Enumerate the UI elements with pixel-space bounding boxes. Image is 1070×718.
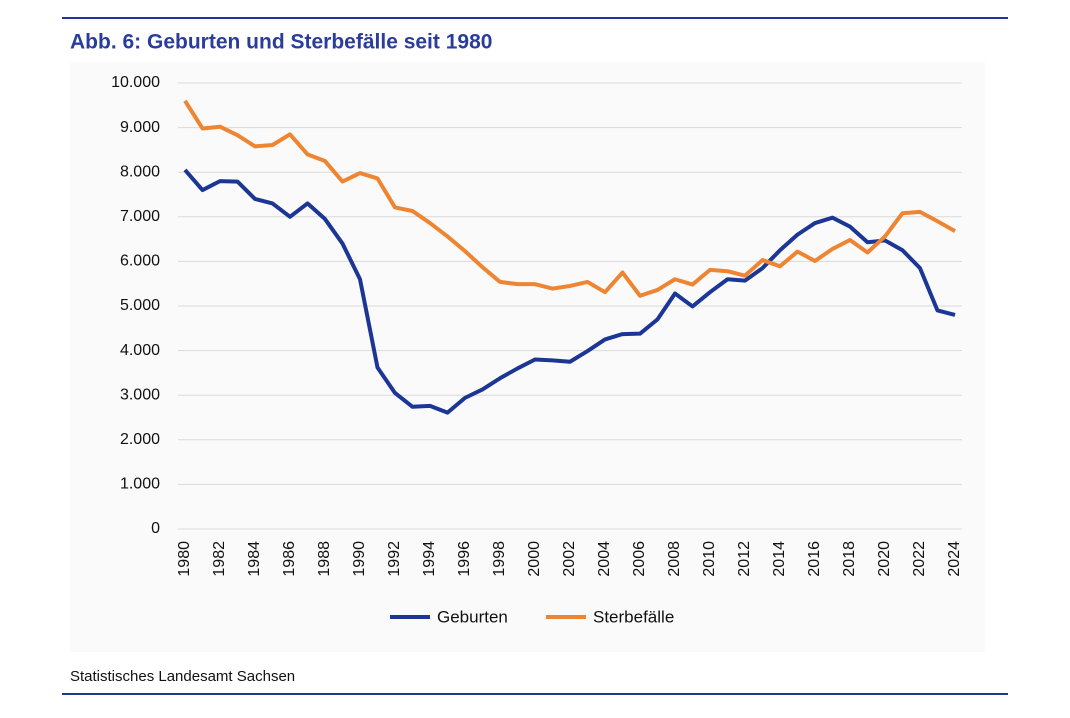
x-tick-label: 2002 — [561, 541, 578, 577]
x-tick-label: 1988 — [316, 541, 333, 577]
x-tick-label: 2014 — [771, 541, 788, 577]
x-tick-label: 2018 — [841, 541, 858, 577]
x-tick-label: 2020 — [876, 541, 893, 577]
x-tick-label: 2004 — [596, 541, 613, 577]
line-series — [183, 99, 956, 298]
x-tick-label: 1980 — [176, 541, 193, 577]
x-tick-label: 2012 — [736, 541, 753, 577]
x-tick-label: 1996 — [456, 541, 473, 577]
x-tick-label: 2016 — [806, 541, 823, 577]
line-series — [183, 168, 956, 415]
x-tick-label: 2008 — [666, 541, 683, 577]
legend-label: Geburten — [437, 607, 508, 626]
y-tick-label: 6.000 — [120, 253, 160, 270]
y-tick-label: 4.000 — [120, 342, 160, 359]
y-tick-label: 2.000 — [120, 431, 160, 448]
x-tick-label: 1982 — [211, 541, 228, 577]
x-tick-label: 2024 — [946, 541, 963, 577]
x-tick-label: 1990 — [351, 541, 368, 577]
source: Statistisches Landesamt Sachsen — [70, 668, 295, 685]
y-tick-label: 8.000 — [120, 163, 160, 180]
x-tick-label: 1992 — [386, 541, 403, 577]
y-tick-label: 0 — [151, 520, 160, 537]
x-tick-label: 1986 — [281, 541, 298, 577]
y-tick-label: 3.000 — [120, 386, 160, 403]
x-tick-label: 2010 — [701, 541, 718, 577]
chart-title: Abb. 6: Geburten und Sterbefälle seit 19… — [70, 31, 492, 54]
x-tick-label: 1998 — [491, 541, 508, 577]
y-tick-label: 1.000 — [120, 476, 160, 493]
y-tick-label: 9.000 — [120, 119, 160, 136]
plot-background — [70, 62, 985, 652]
y-tick-label: 5.000 — [120, 297, 160, 314]
x-tick-label: 2006 — [631, 541, 648, 577]
x-tick-label: 1994 — [421, 541, 438, 577]
y-tick-label: 10.000 — [111, 74, 160, 91]
x-tick-label: 2000 — [526, 541, 543, 577]
x-tick-label: 1984 — [246, 541, 263, 577]
y-tick-label: 7.000 — [120, 208, 160, 225]
legend-label: Sterbefälle — [593, 607, 674, 626]
x-tick-label: 2022 — [911, 541, 928, 577]
